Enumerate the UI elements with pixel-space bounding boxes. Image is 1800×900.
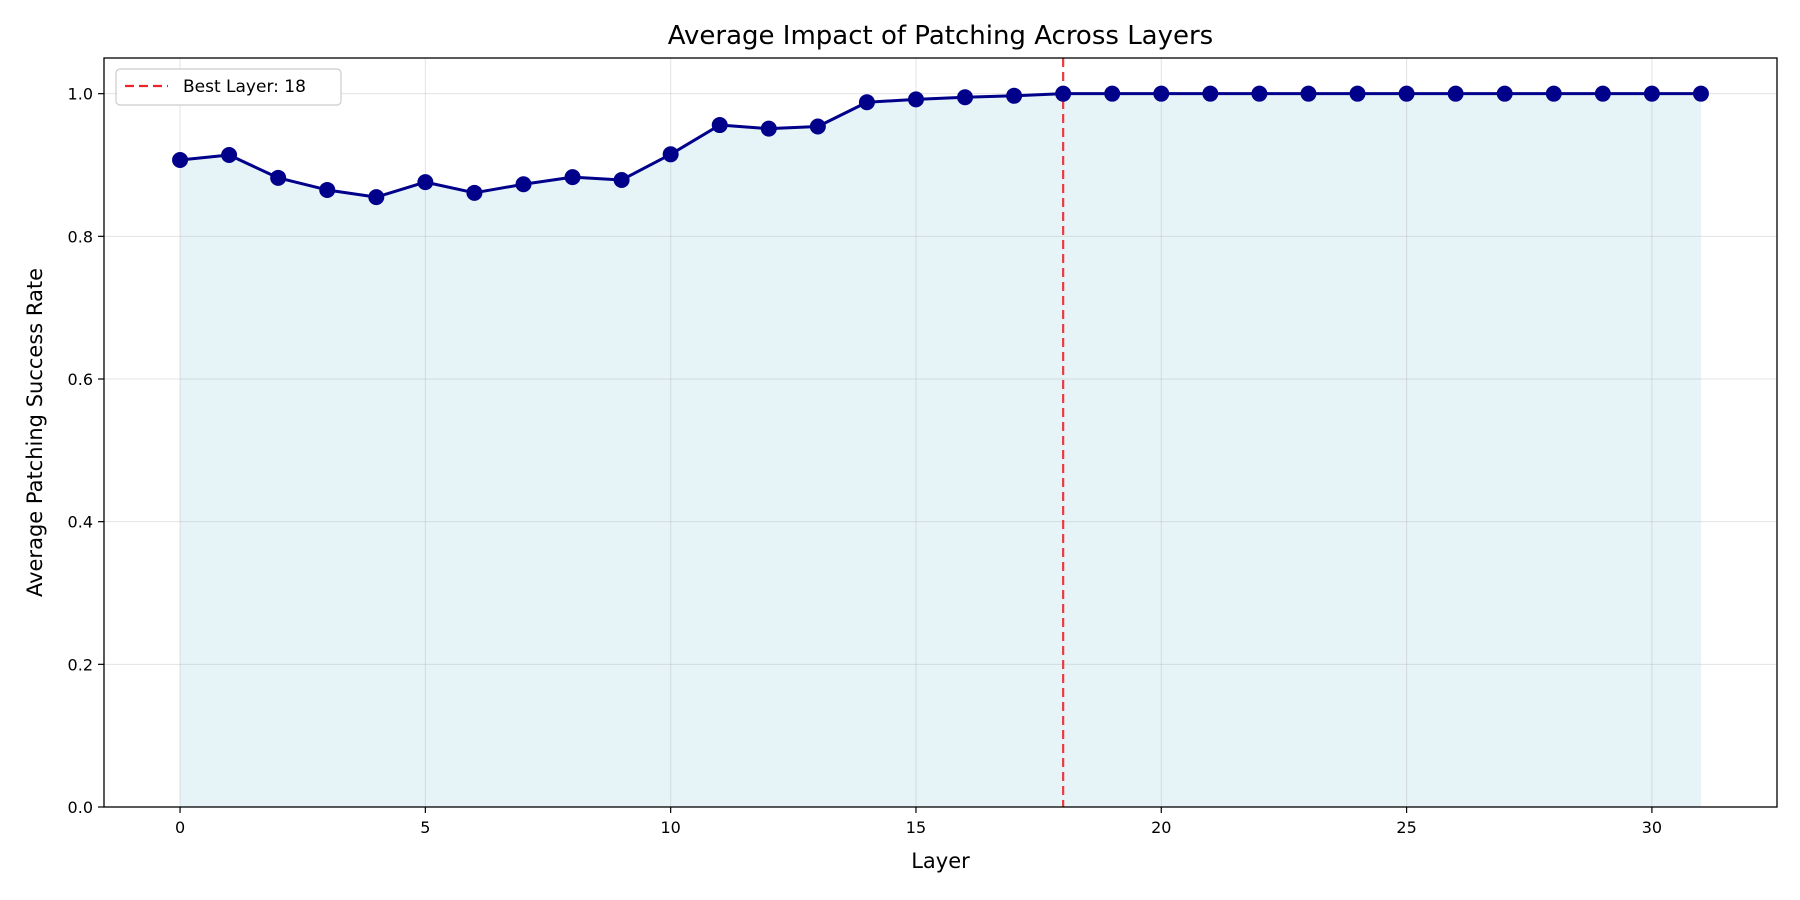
data-point xyxy=(1006,87,1023,104)
data-point xyxy=(221,147,238,164)
area-fill-layer xyxy=(180,93,1701,807)
data-point xyxy=(1349,85,1366,102)
data-point xyxy=(172,152,189,169)
x-tick-label: 15 xyxy=(906,818,926,837)
data-point xyxy=(1545,85,1562,102)
chart-title: Average Impact of Patching Across Layers xyxy=(668,21,1213,51)
data-point xyxy=(1398,85,1415,102)
y-axis-label: Average Patching Success Rate xyxy=(23,268,47,597)
data-point xyxy=(1496,85,1513,102)
data-point xyxy=(1202,85,1219,102)
legend-box xyxy=(115,68,342,106)
plot-frame xyxy=(103,57,1778,808)
legend-entry-best-layer: Best Layer: 18 xyxy=(183,77,306,97)
data-point xyxy=(270,169,287,186)
data-point xyxy=(1153,85,1170,102)
data-point xyxy=(1104,85,1121,102)
tick-layer: 0 5 10 15 20 25 30 0.0 0.2 0.4 0.6 0.8 1.0 xyxy=(68,85,1663,837)
data-point xyxy=(907,91,924,108)
y-tick-label: 0.4 xyxy=(68,513,93,532)
data-point xyxy=(957,89,974,106)
data-point xyxy=(1447,85,1464,102)
data-point xyxy=(515,176,532,193)
y-tick-label: 0.6 xyxy=(68,370,93,389)
x-tick-label: 5 xyxy=(420,818,430,837)
x-tick-label: 30 xyxy=(1642,818,1662,837)
area-fill xyxy=(180,93,1701,807)
data-point xyxy=(711,117,728,134)
y-tick-label: 0.8 xyxy=(68,227,93,246)
x-tick-label: 10 xyxy=(660,818,680,837)
data-point xyxy=(1692,85,1709,102)
data-point xyxy=(1643,85,1660,102)
data-point xyxy=(858,94,875,111)
data-point xyxy=(417,174,434,191)
data-point xyxy=(1594,85,1611,102)
series-line xyxy=(179,92,1701,199)
data-point xyxy=(368,189,385,206)
x-tick-label: 20 xyxy=(1151,818,1171,837)
data-point xyxy=(1300,85,1317,102)
x-tick-label: 0 xyxy=(175,818,185,837)
y-tick-label: 0.0 xyxy=(68,798,93,817)
x-tick-label: 25 xyxy=(1396,818,1416,837)
x-axis-label: Layer xyxy=(911,849,970,873)
data-point xyxy=(466,184,483,201)
data-point xyxy=(1055,85,1072,102)
series-layer xyxy=(172,85,1709,206)
data-point xyxy=(1251,85,1268,102)
data-point xyxy=(564,169,581,186)
data-point xyxy=(809,118,826,135)
data-point xyxy=(613,171,630,188)
y-tick-label: 1.0 xyxy=(68,85,93,104)
legend: Best Layer: 18 xyxy=(115,68,342,106)
data-point xyxy=(662,146,679,163)
data-point xyxy=(760,120,777,137)
y-tick-label: 0.2 xyxy=(68,655,93,674)
data-point xyxy=(319,181,336,198)
